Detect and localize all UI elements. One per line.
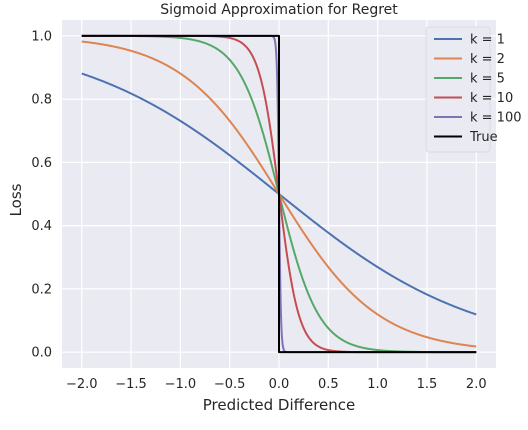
series-lines xyxy=(81,34,477,354)
legend-label: True xyxy=(469,130,498,145)
legend-label: k = 10 xyxy=(470,91,513,106)
y-tick-label: 0.8 xyxy=(31,93,52,108)
x-tick-label: 0.5 xyxy=(318,377,339,392)
y-axis-label: Loss xyxy=(7,183,25,216)
legend: k = 1 k = 2 k = 5 k = 10 k = 100 True xyxy=(425,26,522,153)
legend-label: k = 100 xyxy=(470,111,522,126)
y-tick-label: 0.6 xyxy=(31,156,52,171)
x-tick-label: 2.0 xyxy=(466,377,487,392)
series-line-true xyxy=(81,34,477,354)
x-tick-label: −1.0 xyxy=(165,377,197,392)
legend-label: k = 2 xyxy=(470,52,505,67)
x-tick-label: 1.0 xyxy=(367,377,388,392)
x-axis-label: Predicted Difference xyxy=(203,396,356,414)
y-tick-label: 1.0 xyxy=(31,29,52,44)
y-tick-label: 0.0 xyxy=(31,346,52,361)
x-tick-label: −2.0 xyxy=(66,377,98,392)
legend-label: k = 5 xyxy=(470,72,505,87)
y-tick-labels: 0.0 0.2 0.4 0.6 0.8 1.0 xyxy=(31,29,52,360)
y-tick-label: 0.4 xyxy=(31,219,52,234)
x-tick-label: 1.5 xyxy=(417,377,438,392)
chart-title: Sigmoid Approximation for Regret xyxy=(160,2,398,18)
x-tick-label: −0.5 xyxy=(214,377,246,392)
legend-label: k = 1 xyxy=(470,33,505,48)
x-tick-label: −1.5 xyxy=(115,377,147,392)
x-tick-labels: −2.0 −1.5 −1.0 −0.5 0.0 0.5 1.0 1.5 2.0 xyxy=(66,377,487,392)
y-tick-label: 0.2 xyxy=(31,282,52,297)
x-tick-label: 0.0 xyxy=(269,377,290,392)
